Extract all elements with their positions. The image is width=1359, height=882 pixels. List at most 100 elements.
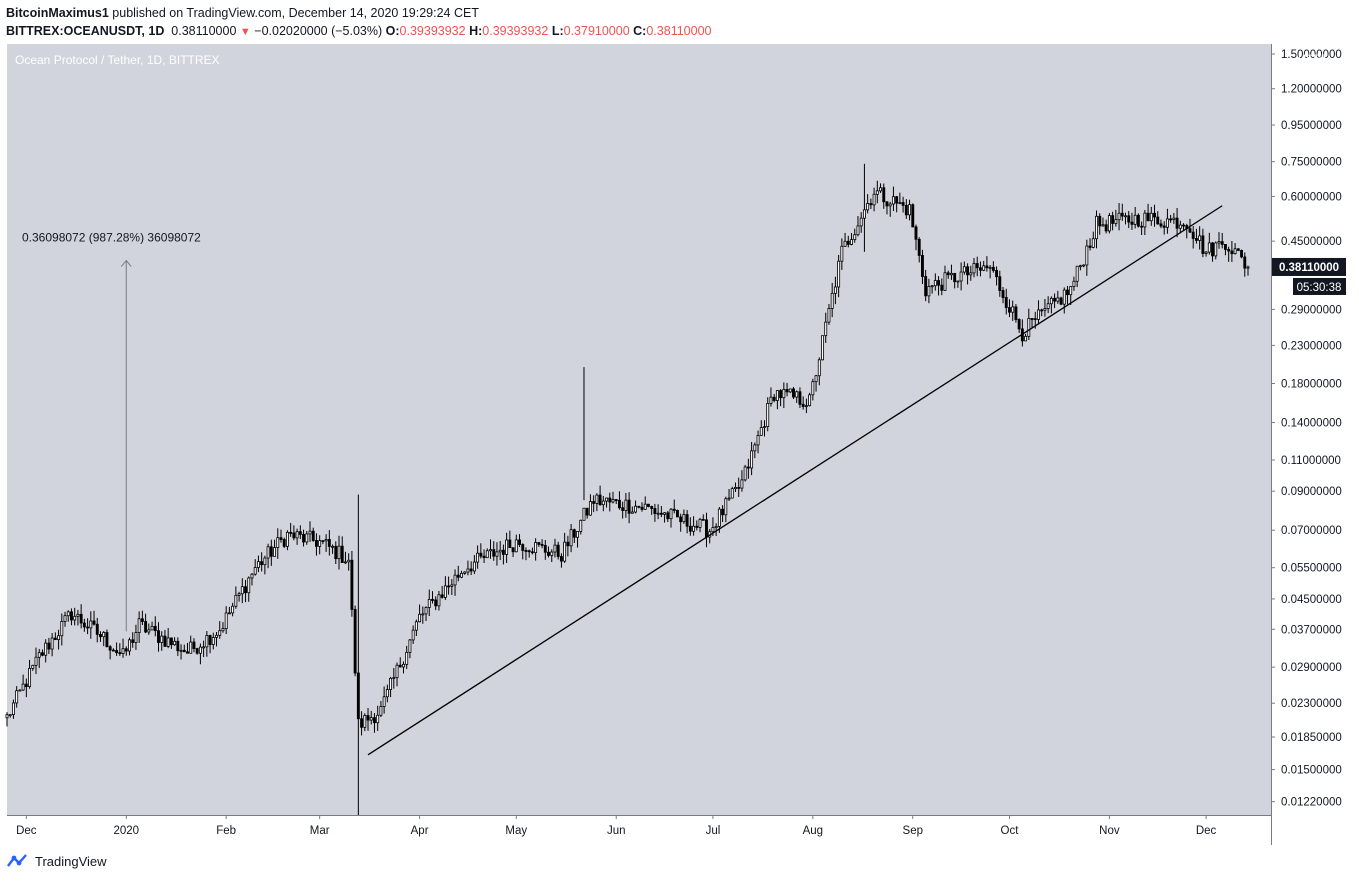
candle-up [898, 202, 902, 204]
candle-up [962, 266, 966, 273]
candle-down [614, 499, 618, 501]
candle-up [295, 531, 299, 539]
candle-up [663, 512, 667, 515]
candle-down [340, 545, 344, 563]
candle-up [1049, 297, 1053, 305]
candle-down [779, 390, 783, 399]
candle-down [1227, 249, 1231, 252]
candle-up [231, 605, 235, 614]
candle-up [1091, 238, 1095, 248]
price-tick-label: 0.45000000 [1281, 236, 1342, 248]
candle-up [1046, 303, 1050, 309]
candle-up [489, 549, 492, 552]
candle-up [485, 550, 489, 559]
candle-down [398, 664, 402, 668]
candle-up [234, 594, 238, 607]
candle-up [189, 641, 193, 654]
candle-up [656, 512, 660, 515]
candle-up [879, 187, 882, 192]
candle-up [763, 426, 766, 428]
candle-down [41, 652, 44, 656]
candle-up [147, 629, 151, 633]
candle-up [253, 567, 257, 575]
candle-up [337, 545, 341, 560]
candle-up [840, 245, 844, 262]
time-axis[interactable]: Dec 2020 Feb Mar Apr May Jun Jul Aug Sep Oct Nov Dec [16, 815, 1217, 837]
candle-down [746, 466, 750, 469]
price-tick-label: 0.02900000 [1281, 662, 1342, 674]
candle-down [1098, 215, 1102, 227]
candle-up [266, 546, 270, 559]
candle-down [108, 646, 112, 651]
candle-up [982, 265, 986, 271]
close-label: C: [633, 24, 647, 38]
candle-down [798, 391, 802, 405]
published-text: published on TradingView.com, December 1… [112, 6, 479, 20]
candle-down [975, 263, 979, 269]
plot-area[interactable] [7, 44, 1271, 815]
candle-up [76, 613, 80, 617]
candle-up [202, 646, 206, 649]
candle-down [131, 639, 135, 643]
candle-down [1040, 309, 1044, 312]
candle-up [692, 525, 696, 532]
candle-up [908, 204, 911, 216]
candle-up [534, 542, 538, 554]
candle-up [1165, 218, 1169, 228]
candle-down [518, 539, 521, 545]
candle-down [637, 505, 641, 508]
candle-up [276, 537, 280, 549]
candle-down [244, 586, 247, 594]
candle-down [917, 238, 921, 256]
candle-up [1114, 219, 1118, 224]
candle-down [1188, 228, 1192, 233]
drawings-layer: 0.36098072 (987.28%) 36098072 [22, 205, 1223, 756]
footer-brand[interactable]: TradingView [6, 852, 107, 870]
symbol-name[interactable]: BITTREX:OCEANUSDT, 1D [6, 24, 165, 38]
candle-down [53, 637, 57, 641]
candle-up [427, 599, 431, 608]
candle-down [1211, 242, 1214, 257]
candle-down [882, 187, 886, 203]
candle-up [305, 533, 309, 543]
candle-up [160, 635, 164, 643]
candle-up [137, 618, 141, 633]
candle-down [321, 540, 325, 542]
price-tick-label: 0.60000000 [1281, 191, 1342, 203]
candle-up [727, 497, 731, 500]
candle-up [837, 260, 841, 288]
price-axis[interactable]: 1.50000000 1.20000000 0.95000000 0.75000000… [1271, 49, 1342, 809]
candle-up [808, 394, 812, 407]
candle-down [543, 545, 547, 553]
candle-down [334, 545, 338, 560]
candle-up [18, 689, 22, 692]
candle-down [1140, 225, 1144, 228]
candle-down [1240, 250, 1244, 258]
price-tick-label: 0.23000000 [1281, 340, 1342, 352]
candle-down [1014, 306, 1018, 320]
candle-down [792, 388, 795, 398]
candle-up [466, 568, 470, 573]
candle-up [569, 529, 573, 547]
candle-up [827, 308, 831, 323]
candle-down [99, 634, 102, 638]
candle-down [356, 672, 360, 720]
candle-up [15, 690, 19, 704]
candle-down [676, 510, 679, 518]
candle-down [1156, 216, 1160, 225]
candle-up [1085, 245, 1089, 266]
candle-down [547, 551, 550, 556]
candle-up [285, 531, 289, 547]
candle-up [460, 572, 463, 578]
candle-up [215, 634, 218, 638]
candle-down [801, 403, 805, 407]
candle-up [385, 689, 389, 698]
candle-down [92, 620, 96, 625]
candle-down [192, 641, 196, 649]
candle-up [682, 514, 686, 523]
price-tick-label: 0.01220000 [1281, 797, 1342, 809]
candle-up [63, 615, 67, 622]
publisher-name[interactable]: BitcoinMaximus1 [6, 6, 109, 20]
candle-down [537, 542, 541, 545]
